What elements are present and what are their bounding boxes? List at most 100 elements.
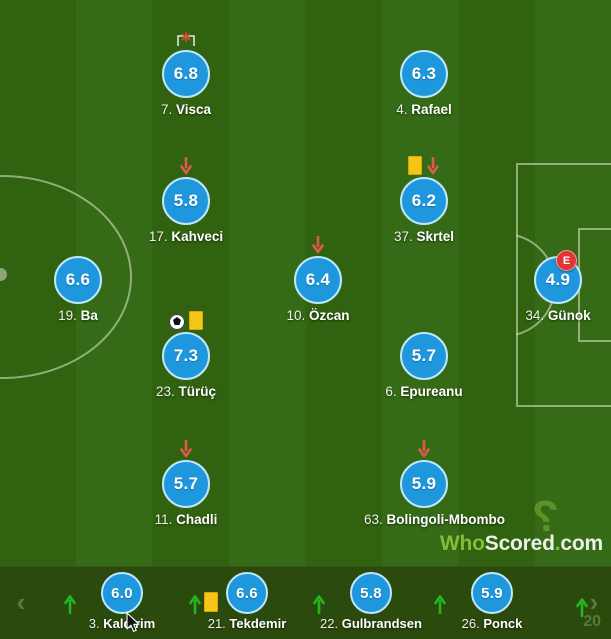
substitute-surname: Tekdemir	[229, 616, 287, 631]
player-surname: Kahveci	[171, 229, 224, 244]
substitute-surname: Kaldirim	[103, 616, 156, 631]
player-surname: Chadli	[176, 512, 218, 527]
substitute-rating: 6.0	[101, 572, 143, 614]
player-token[interactable]: 5.7 6. Epureanu	[364, 332, 484, 399]
player-token[interactable]: 6.3 4. Rafael	[364, 50, 484, 117]
substitute-number: 3.	[88, 616, 100, 631]
yellow-card-icon	[408, 156, 422, 175]
assist-icon	[175, 32, 197, 48]
player-number: 17.	[148, 229, 168, 244]
centre-spot-marking	[0, 268, 7, 281]
player-name: 6. Epureanu	[364, 384, 484, 399]
player-surname: Visca	[175, 102, 212, 117]
pitch-stripe	[229, 0, 306, 566]
player-name: 4. Rafael	[364, 102, 484, 117]
player-rating: 6.2	[400, 177, 448, 225]
substitute-number: 26.	[461, 616, 480, 631]
sub-on-arrow-icon	[188, 592, 202, 615]
substitute-number: 22.	[320, 616, 339, 631]
substitute-rating: 5.8	[350, 572, 392, 614]
player-number: 19.	[58, 308, 77, 323]
substitute-token[interactable]: 5.9 26. Ponck	[427, 566, 557, 639]
substitute-token[interactable]: 6.6 21. Tekdemir	[182, 566, 312, 639]
player-name: 10. Özcan	[258, 308, 378, 323]
player-token[interactable]: E 4.9 34. Günok	[498, 250, 611, 323]
player-name: 63. Bolingoli-Mbombo	[364, 512, 505, 527]
substitute-name: 21. Tekdemir	[182, 616, 312, 631]
sub-on-arrow-icon	[575, 595, 589, 618]
substitutes-bar: ‹ 6.0 3. Kaldirim	[0, 566, 611, 639]
player-rating: 5.9	[400, 460, 448, 508]
player-name: 7. Visca	[126, 102, 246, 117]
whoscored-watermark: WhoScored.com	[440, 532, 603, 556]
sub-off-arrow-icon	[426, 157, 440, 175]
player-token[interactable]: 6.4 10. Özcan	[258, 236, 378, 323]
player-badges	[311, 234, 325, 254]
player-badges	[417, 438, 431, 458]
player-name: 23. Türüç	[126, 384, 246, 399]
player-surname: Günok	[547, 308, 591, 323]
player-rating: 6.3	[400, 50, 448, 98]
player-token[interactable]: 6.8 7. Visca	[126, 32, 246, 117]
substitute-token[interactable]: 5.8 22. Gulbrandsen	[306, 566, 436, 639]
player-surname: Epureanu	[400, 384, 463, 399]
player-number: 11.	[154, 512, 173, 527]
substitute-name: 22. Gulbrandsen	[306, 616, 436, 631]
player-token[interactable]: 5.7 11. Chadli	[126, 440, 246, 527]
player-token[interactable]: 7.3 23. Türüç	[126, 311, 246, 399]
substitute-name: 26. Ponck	[427, 616, 557, 631]
yellow-card-icon	[189, 311, 203, 330]
sub-on-arrow-icon	[433, 592, 447, 615]
player-number: 23.	[155, 384, 175, 399]
player-rating: 7.3	[162, 332, 210, 380]
player-rating: 5.7	[162, 460, 210, 508]
watermark-dot: .	[554, 532, 561, 555]
player-number: 34.	[525, 308, 545, 323]
player-rating: 5.8	[162, 177, 210, 225]
substitute-rating: 5.9	[471, 572, 513, 614]
substitute-surname: Gulbrandsen	[341, 616, 422, 631]
player-token[interactable]: 5.8 17. Kahveci	[126, 157, 246, 244]
subs-prev-button[interactable]: ‹	[16, 587, 26, 617]
sub-off-arrow-icon	[179, 440, 193, 458]
player-token[interactable]: 6.6 19. Ba	[18, 256, 138, 323]
player-number: 10.	[286, 308, 306, 323]
football-pitch: 6.8 7. Visca 6.3 4. Rafael 5.	[0, 0, 611, 566]
substitute-rating: 6.6	[226, 572, 268, 614]
player-surname: Özcan	[309, 308, 350, 323]
substitute-token[interactable]: 6.0 3. Kaldirim	[57, 566, 187, 639]
player-number: 63.	[364, 512, 383, 527]
error-badge: E	[556, 250, 577, 271]
yellow-card-icon	[204, 592, 218, 612]
player-rating: 6.4	[294, 256, 342, 304]
player-token[interactable]: 6.2 37. Skrtel	[364, 156, 484, 244]
sub-on-arrow-icon	[312, 592, 326, 615]
watermark-who: Who	[439, 532, 485, 555]
player-name: 17. Kahveci	[126, 229, 246, 244]
player-token[interactable]: 5.9 63. Bolingoli-Mbombo	[364, 440, 505, 527]
substitute-number: 21.	[207, 616, 226, 631]
player-surname: Bolingoli-Mbombo	[386, 512, 506, 527]
watermark-com: com	[560, 532, 603, 555]
player-badges	[408, 155, 440, 175]
player-surname: Skrtel	[416, 229, 455, 244]
sub-off-arrow-icon	[179, 157, 193, 175]
player-number: 6.	[385, 384, 397, 399]
substitute-name: 3. Kaldirim	[57, 616, 187, 631]
player-surname: Türüç	[178, 384, 217, 399]
sub-off-arrow-icon	[417, 440, 431, 458]
player-name: 37. Skrtel	[364, 229, 484, 244]
player-number: 4.	[396, 102, 408, 117]
player-name: 11. Chadli	[126, 512, 246, 527]
player-number: 7.	[160, 102, 173, 117]
sub-off-arrow-icon	[311, 236, 325, 254]
player-rating: 5.7	[400, 332, 448, 380]
substitute-surname: Ponck	[483, 616, 523, 631]
subs-next-button[interactable]: ›	[589, 587, 599, 617]
player-surname: Ba	[80, 308, 98, 323]
substitute-next-number: 20	[583, 613, 601, 630]
sub-on-arrow-icon	[63, 592, 77, 615]
player-badges	[169, 310, 203, 330]
player-surname: Rafael	[411, 102, 452, 117]
